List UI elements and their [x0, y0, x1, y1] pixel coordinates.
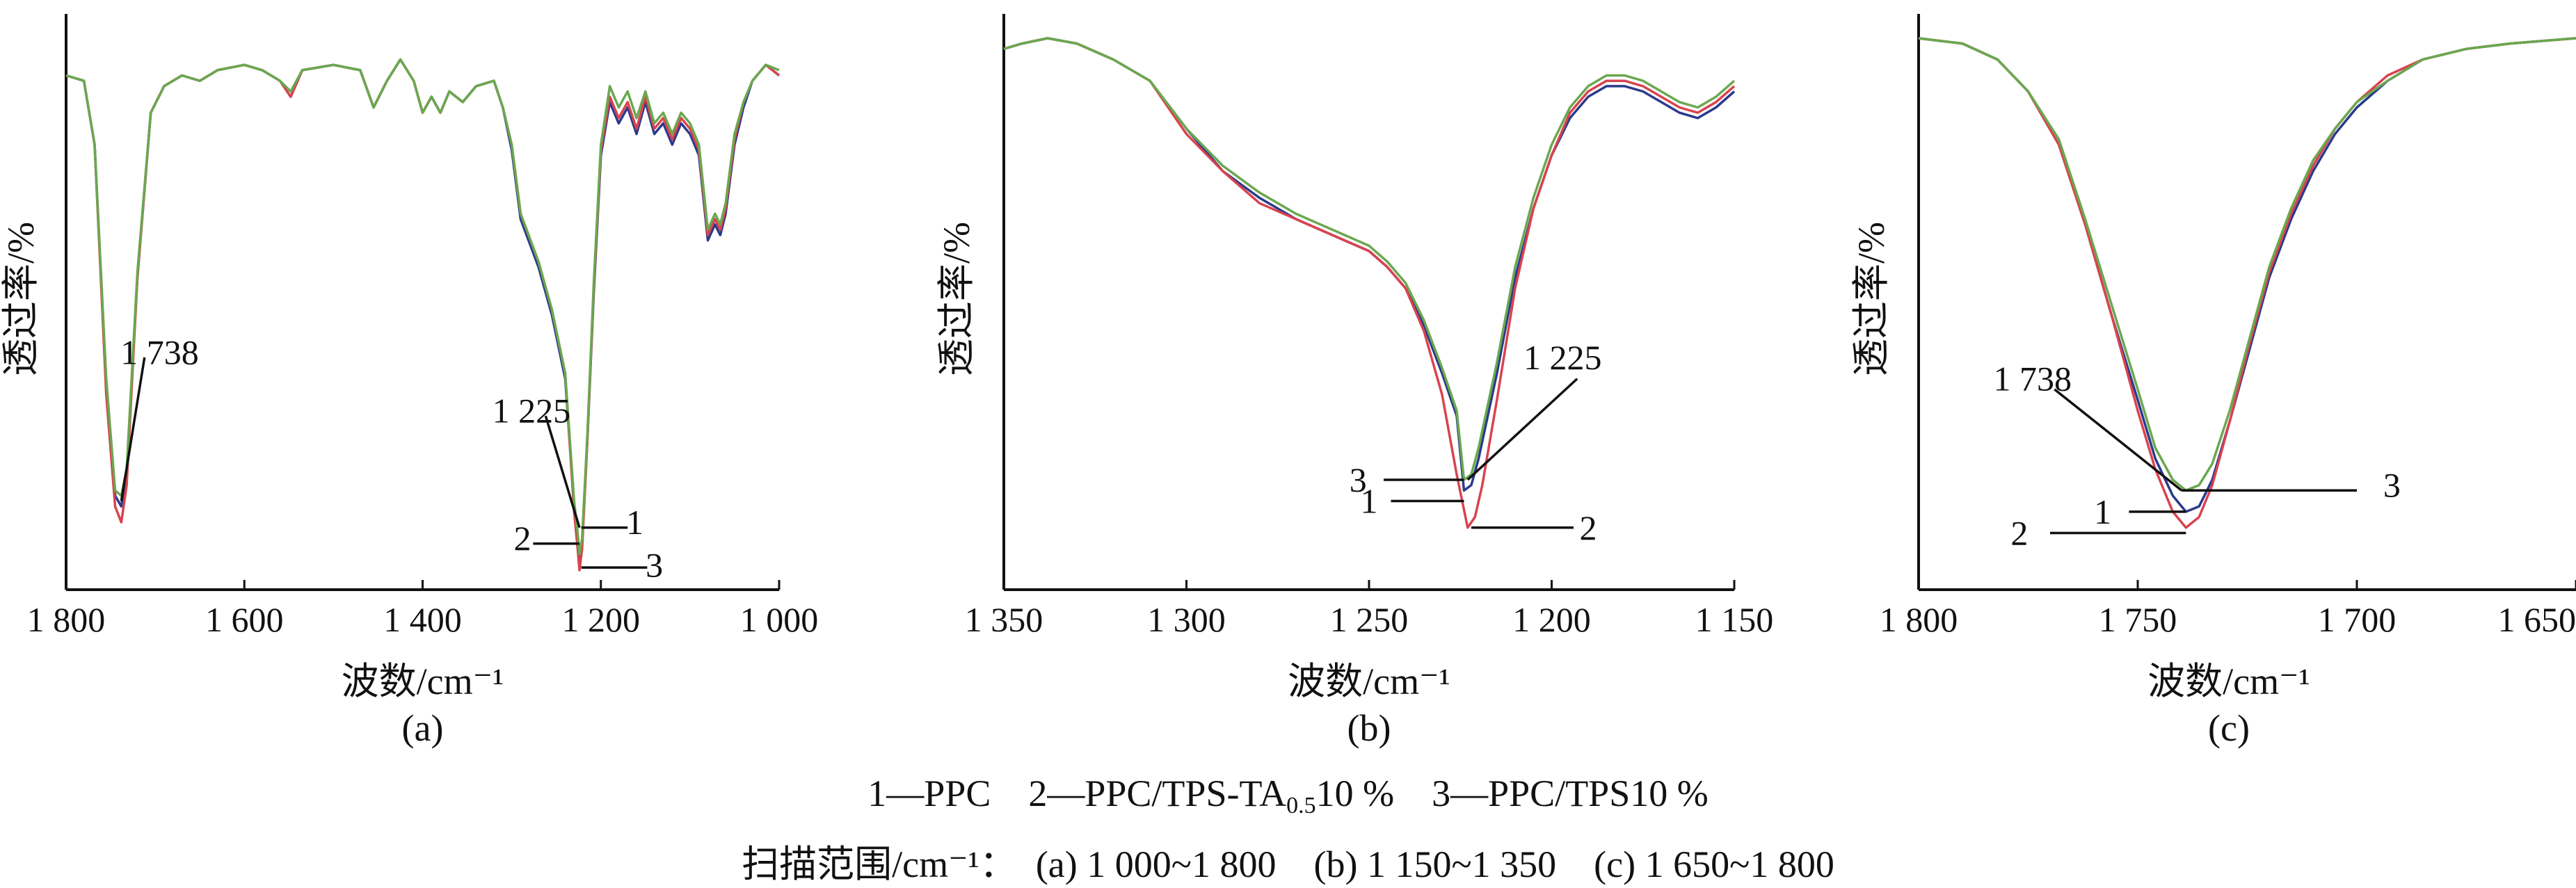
x-tick-label: 1 200: [562, 600, 641, 639]
series-line-s2: [66, 60, 779, 570]
x-tick-label: 1 150: [1695, 600, 1774, 639]
series-line-s1: [1919, 38, 2576, 512]
x-tick-label: 1 800: [27, 600, 106, 639]
annotation-label: 1: [2094, 492, 2111, 531]
legend-entry-3: 3—PPC/TPS10 %: [1432, 773, 1709, 814]
annotation-label: 1 738: [1994, 360, 2072, 398]
x-axis-title: 波数/cm⁻¹: [1288, 661, 1450, 702]
panel-a: 1 800 1 600 1 400 1 200 1 000 1 738 1 225 1 2 3 透过…: [0, 14, 818, 749]
series-line-s3: [1004, 38, 1734, 480]
series-line-s2: [1919, 38, 2576, 528]
series-legend: 1—PPC 2—PPC/TPS-TA0.510 % 3—PPC/TPS10 %: [0, 772, 2576, 819]
series-line-s3: [66, 60, 779, 554]
scan-range-label: 扫描范围/cm⁻¹：: [742, 843, 1017, 885]
x-axis-title: 波数/cm⁻¹: [2147, 661, 2310, 702]
x-tick-label: 1 350: [965, 600, 1043, 639]
scan-range-note: 扫描范围/cm⁻¹： (a) 1 000~1 800 (b) 1 150~1 3…: [0, 833, 2576, 888]
series-line-s2: [1004, 38, 1734, 528]
x-tick-label: 1 300: [1147, 600, 1226, 639]
panel-label: (b): [1347, 707, 1391, 749]
series-line-s3: [1919, 38, 2576, 490]
annotation-label: 1 225: [493, 391, 571, 430]
x-tick-label: 1 250: [1330, 600, 1409, 639]
y-axis-title: 透过率/%: [0, 222, 42, 376]
scan-range-a: (a) 1 000~1 800: [1036, 843, 1277, 885]
annotation-label: 2: [514, 519, 531, 558]
annotation-leader: [2054, 389, 2182, 490]
x-tick-label: 1 600: [205, 600, 284, 639]
y-axis-title: 透过率/%: [1850, 222, 1892, 376]
annotation-leader: [545, 416, 579, 528]
panel-label: (c): [2208, 707, 2250, 749]
y-axis-title: 透过率/%: [936, 222, 977, 376]
x-tick-label: 1 700: [2318, 600, 2397, 639]
annotation-label: 1: [1361, 482, 1378, 521]
x-axis-title: 波数/cm⁻¹: [342, 661, 504, 702]
x-tick-label: 1 650: [2498, 600, 2576, 639]
annotation-label: 2: [2010, 513, 2028, 552]
x-tick-label: 1 750: [2099, 600, 2177, 639]
panel-c: 1 800 1 750 1 700 1 650 1 738 3 1 2 透过率/% 波数/cm⁻¹…: [1850, 14, 2576, 749]
series-line-s1: [1004, 38, 1734, 490]
legend-entry-2: 2—PPC/TPS-TA0.510 %: [1028, 773, 1394, 814]
legend-entry-1: 1—PPC: [867, 773, 991, 814]
annotation-label: 3: [2383, 466, 2401, 505]
scan-range-b: (b) 1 150~1 350: [1313, 843, 1556, 885]
x-tick-label: 1 000: [740, 600, 819, 639]
annotation-label: 1 738: [120, 332, 199, 371]
x-tick-label: 1 200: [1512, 600, 1591, 639]
annotation-label: 1 225: [1523, 338, 1602, 377]
x-tick-label: 1 400: [383, 600, 462, 639]
panel-label: (a): [402, 707, 444, 749]
annotation-label: 3: [646, 545, 663, 584]
scan-range-c: (c) 1 650~1 800: [1594, 843, 1834, 885]
annotation-label: 1: [626, 503, 643, 542]
x-tick-label: 1 800: [1880, 600, 1958, 639]
annotation-label: 2: [1580, 508, 1597, 547]
